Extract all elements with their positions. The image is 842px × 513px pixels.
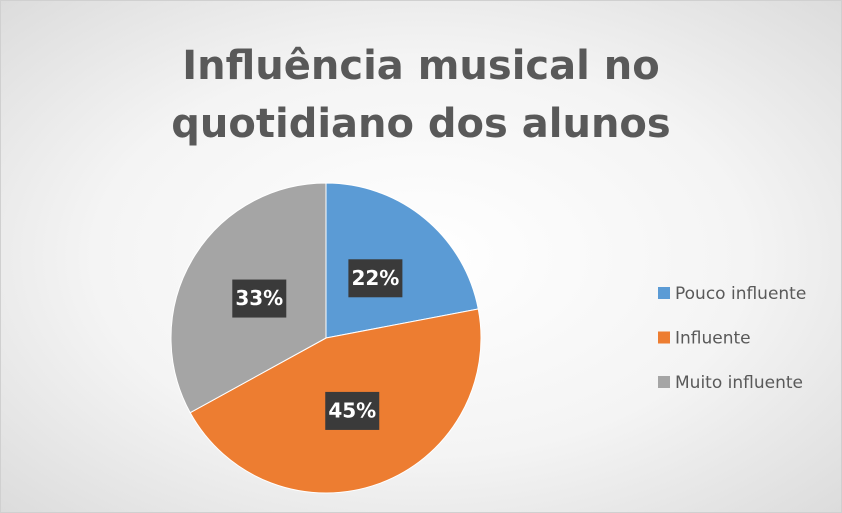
data-label-box	[232, 279, 287, 318]
chart-title: Influência musical no quotidiano dos alu…	[171, 43, 671, 147]
legend-label: Muito influente	[675, 373, 803, 393]
legend-label: Pouco influente	[675, 284, 806, 304]
data-label: 22%	[351, 266, 399, 290]
legend-label: Influente	[675, 329, 751, 349]
data-label-box	[348, 259, 403, 298]
data-label: 45%	[328, 398, 376, 422]
legend-swatch	[658, 376, 670, 388]
data-label-box	[325, 391, 380, 430]
data-label: 33%	[235, 286, 283, 310]
legend-swatch	[658, 287, 670, 299]
legend-swatch	[658, 331, 670, 344]
